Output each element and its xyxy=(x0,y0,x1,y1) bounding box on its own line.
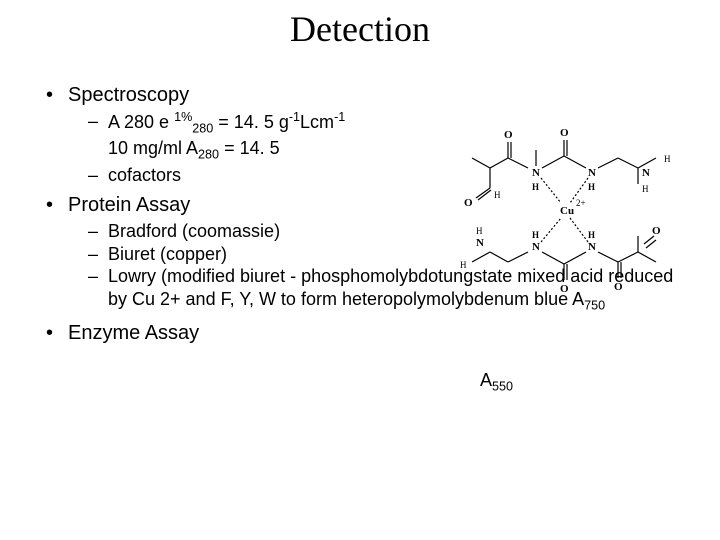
svg-text:H: H xyxy=(460,260,467,270)
svg-text:H: H xyxy=(532,230,539,240)
svg-text:H: H xyxy=(532,182,539,192)
svg-text:N: N xyxy=(588,167,596,179)
svg-text:O: O xyxy=(560,283,569,295)
svg-text:N: N xyxy=(588,241,596,253)
svg-text:N: N xyxy=(476,237,484,249)
svg-text:2+: 2+ xyxy=(576,198,586,208)
svg-text:H: H xyxy=(642,184,649,194)
a550-label: A550 xyxy=(480,370,513,394)
svg-text:H: H xyxy=(588,182,595,192)
enzyme-assay-heading: Enzyme Assay xyxy=(68,322,199,344)
svg-text:H: H xyxy=(494,190,501,200)
svg-text:N: N xyxy=(532,241,540,253)
svg-text:H: H xyxy=(476,226,483,236)
bullet-enzyme-assay: Enzyme Assay xyxy=(40,320,680,346)
protein-assay-heading: Protein Assay xyxy=(68,194,190,216)
svg-text:N: N xyxy=(532,167,540,179)
svg-text:O: O xyxy=(504,129,513,141)
svg-text:Cu: Cu xyxy=(560,205,574,217)
svg-text:N: N xyxy=(642,167,650,179)
svg-text:H: H xyxy=(664,154,671,164)
svg-text:O: O xyxy=(560,127,569,139)
slide-title: Detection xyxy=(40,8,680,50)
svg-text:O: O xyxy=(652,225,661,237)
svg-text:O: O xyxy=(614,281,623,293)
spectroscopy-heading: Spectroscopy xyxy=(68,84,189,106)
svg-text:H: H xyxy=(588,230,595,240)
svg-text:O: O xyxy=(464,197,473,209)
biuret-structure-diagram: Cu 2+ N H O O H xyxy=(446,118,686,298)
